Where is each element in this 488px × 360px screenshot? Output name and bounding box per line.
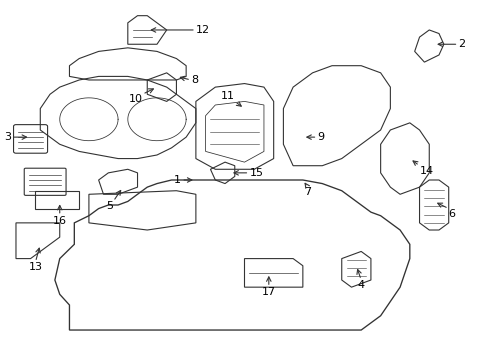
Text: 4: 4	[357, 280, 364, 290]
Text: 7: 7	[304, 187, 311, 197]
Text: 5: 5	[106, 202, 113, 211]
Text: 15: 15	[249, 168, 263, 178]
Text: 2: 2	[458, 39, 465, 49]
Text: 14: 14	[419, 166, 433, 176]
Text: 10: 10	[128, 94, 142, 104]
Text: 12: 12	[196, 25, 209, 35]
Text: 3: 3	[4, 132, 11, 142]
Text: 8: 8	[191, 75, 198, 85]
Text: 11: 11	[220, 91, 234, 102]
Text: 13: 13	[28, 262, 42, 272]
Text: 16: 16	[53, 216, 66, 226]
Text: 9: 9	[317, 132, 324, 142]
Text: 17: 17	[261, 287, 275, 297]
Text: 6: 6	[448, 208, 455, 219]
Text: 1: 1	[174, 175, 181, 185]
